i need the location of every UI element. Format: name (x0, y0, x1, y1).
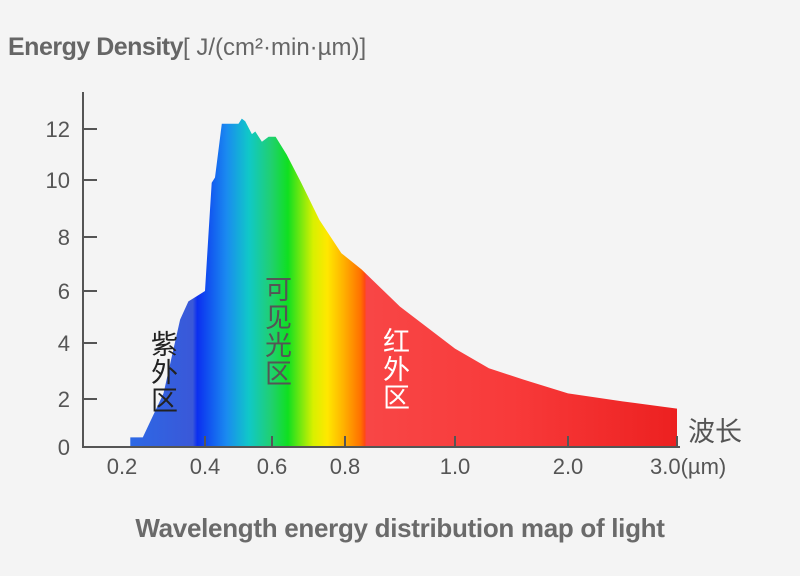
x-tick-label: 2.0 (553, 454, 584, 479)
chart-title: Wavelength energy distribution map of li… (135, 513, 665, 543)
y-tick-label: 8 (58, 225, 70, 250)
y-tick-label: 0 (58, 435, 70, 460)
y-tick-label: 10 (46, 168, 70, 193)
x-tick-label: 0.6 (257, 454, 288, 479)
spectrum-area (130, 118, 678, 447)
y-axis-title: Energy Density[ J/(cm²·min·µm)] (8, 33, 366, 62)
y-axis-unit: [ J/(cm²·min·µm)] (183, 34, 367, 61)
region-label-visible: 可见光区 (260, 275, 291, 387)
x-tick-label: 1.0 (440, 454, 471, 479)
x-tick-label: 0.4 (190, 454, 221, 479)
y-tick-label: 2 (58, 387, 70, 412)
region-label-uv: 紫外区 (146, 330, 177, 414)
x-tick-label: 3.0(µm) (650, 454, 726, 479)
y-tick-label: 12 (46, 117, 70, 142)
y-axis-title-main: Energy Density (8, 33, 184, 61)
x-tick-label: 0.8 (330, 454, 361, 479)
region-label-ir: 红外区 (378, 327, 409, 411)
y-tick-label: 4 (58, 331, 70, 356)
y-tick-label: 6 (58, 279, 70, 304)
axes (82, 92, 680, 448)
x-axis-title: 波长 (688, 417, 742, 448)
x-tick-label: 0.2 (107, 454, 138, 479)
